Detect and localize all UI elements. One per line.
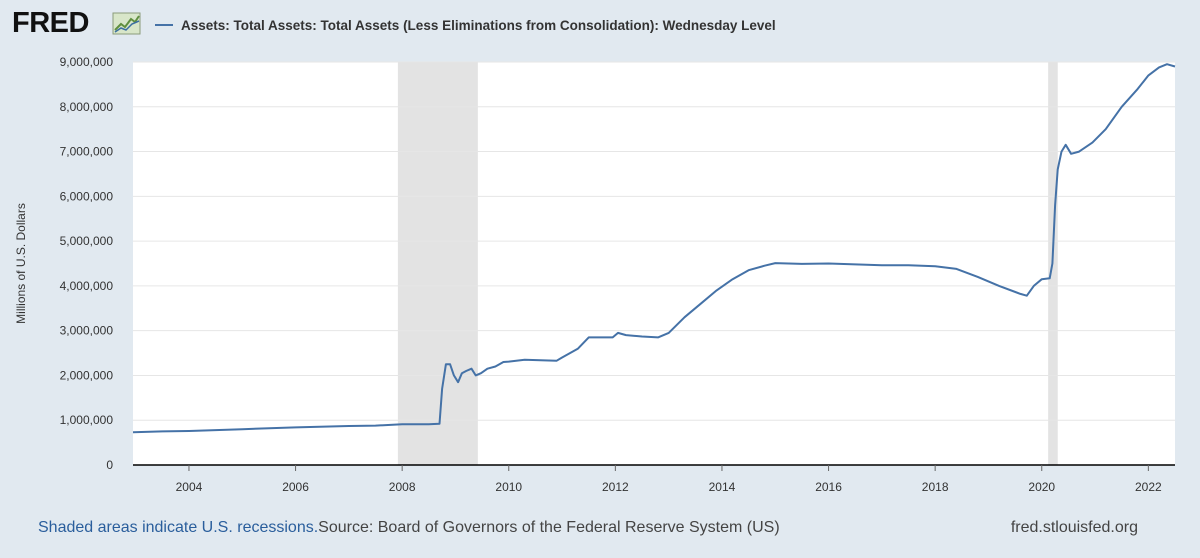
x-tick-label: 2020 <box>1028 480 1055 494</box>
y-tick-label: 5,000,000 <box>60 234 114 248</box>
x-tick-label: 2006 <box>282 480 309 494</box>
y-tick-label: 6,000,000 <box>60 189 114 203</box>
y-tick-label: 2,000,000 <box>60 368 114 382</box>
y-tick-label: 0 <box>106 458 113 472</box>
plot-background <box>133 62 1175 465</box>
y-tick-label: 9,000,000 <box>60 55 114 69</box>
fred-logo[interactable]: FRED <box>12 7 89 39</box>
y-tick-label: 1,000,000 <box>60 413 114 427</box>
x-tick-label: 2022 <box>1135 480 1162 494</box>
website-link[interactable]: fred.stlouisfed.org <box>1010 519 1138 536</box>
legend-series-label: Assets: Total Assets: Total Assets (Less… <box>181 17 776 33</box>
recession-note-link[interactable]: Shaded areas indicate U.S. recessions. <box>38 519 319 536</box>
x-tick-label: 2010 <box>495 480 522 494</box>
x-tick-label: 2004 <box>176 480 203 494</box>
line-chart-icon <box>112 12 141 35</box>
y-tick-label: 7,000,000 <box>60 145 114 159</box>
x-tick-label: 2014 <box>709 480 736 494</box>
x-tick-label: 2016 <box>815 480 842 494</box>
recession-band-1 <box>397 62 478 465</box>
chart-area[interactable]: 0 1,000,000 2,000,000 3,000,000 4,000,000 5,0… <box>0 40 1200 510</box>
x-tick-label: 2018 <box>922 480 949 494</box>
chart-footer: Shaded areas indicate U.S. recessions.So… <box>38 519 780 537</box>
legend-swatch <box>155 24 173 26</box>
series-line <box>132 63 1176 434</box>
x-tick-label: 2008 <box>389 480 416 494</box>
y-tick-label: 8,000,000 <box>60 100 114 114</box>
y-axis-title: Millions of U.S. Dollars <box>14 203 28 324</box>
y-tick-label: 4,000,000 <box>60 279 114 293</box>
y-tick-label: 3,000,000 <box>60 324 114 338</box>
chart-legend[interactable]: Assets: Total Assets: Total Assets (Less… <box>155 15 776 35</box>
source-note: Source: Board of Governors of the Federa… <box>318 519 780 536</box>
x-tick-label: 2012 <box>602 480 629 494</box>
chart-header: FRED Assets: Total Assets: Total Assets … <box>0 0 1200 52</box>
